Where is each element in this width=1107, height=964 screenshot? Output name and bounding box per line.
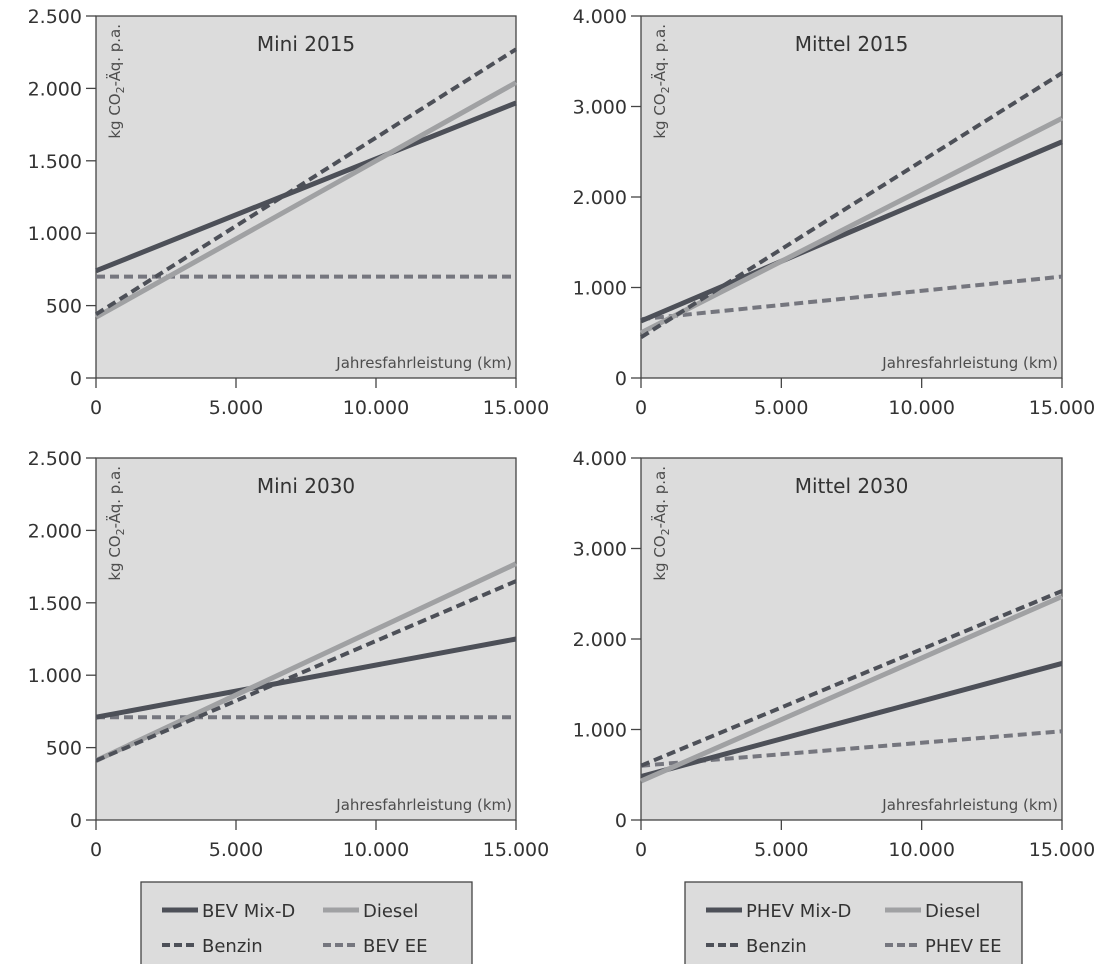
series-line-bev-mix-d [95, 636, 517, 720]
y-tick-label: 0 [615, 368, 627, 390]
y-axis-label: kg CO2-Äq. p.a. [105, 24, 127, 139]
legend-box [684, 881, 1023, 964]
series-line-benzin [640, 589, 1063, 768]
y-tick-label: 0 [615, 810, 627, 832]
x-tick-label: 5.000 [209, 839, 263, 861]
series-line-diesel [639, 594, 1064, 784]
y-tick-label: 2.000 [573, 629, 627, 651]
x-axis-label: Jahresfahrleistung (km) [335, 354, 512, 372]
plot-area [95, 15, 517, 379]
y-tick-label: 1.000 [28, 223, 82, 245]
x-tick-label: 10.000 [343, 839, 409, 861]
y-axis-label: kg CO2-Äq. p.a. [650, 466, 672, 581]
legend-label: BEV EE [363, 936, 428, 957]
plot-area [640, 15, 1063, 379]
y-tick-label: 500 [46, 738, 82, 760]
y-axis-label: kg CO2-Äq. p.a. [650, 24, 672, 139]
x-tick-label: 0 [635, 397, 647, 419]
plot-area [640, 457, 1063, 821]
x-axis-label: Jahresfahrleistung (km) [881, 796, 1058, 814]
x-tick-label: 15.000 [483, 839, 549, 861]
y-tick-label: 1.500 [28, 593, 82, 615]
x-axis-label: Jahresfahrleistung (km) [881, 354, 1058, 372]
y-tick-label: 1.000 [573, 720, 627, 742]
x-tick-label: 0 [635, 839, 647, 861]
series-line-benzin [95, 579, 517, 763]
y-tick-label: 2.000 [28, 520, 82, 542]
legend-label: Benzin [202, 936, 263, 957]
x-tick-label: 15.000 [1029, 839, 1095, 861]
y-tick-label: 500 [46, 296, 82, 318]
series-line-diesel [94, 561, 518, 763]
series-line-benzin [94, 47, 518, 316]
y-tick-label: 4.000 [573, 6, 627, 28]
series-line-phev-mix-d [640, 139, 1063, 324]
x-tick-label: 10.000 [888, 839, 954, 861]
series-line-diesel [639, 116, 1064, 336]
y-tick-label: 3.000 [573, 97, 627, 119]
series-line-bev-mix-d [95, 100, 517, 274]
panel-2: 0 1.000 2.000 3.000 4.000 0 5.000 10.000 15.000 M… [573, 6, 1096, 419]
panel-title: Mittel 2030 [795, 474, 909, 498]
x-tick-label: 0 [90, 397, 102, 419]
x-tick-label: 0 [90, 839, 102, 861]
y-tick-label: 1.000 [573, 278, 627, 300]
y-tick-label: 3.000 [573, 539, 627, 561]
y-tick-label: 1.500 [28, 151, 82, 173]
panel-3: 0 500 1.000 1.500 2.000 2.500 0 5.000 10.000 15.0… [28, 448, 550, 861]
series-line-diesel [94, 80, 518, 320]
x-tick-label: 5.000 [754, 397, 808, 419]
x-tick-label: 5.000 [209, 397, 263, 419]
panel-title: Mittel 2015 [795, 32, 909, 56]
x-tick-label: 15.000 [1029, 397, 1095, 419]
y-axis-label: kg CO2-Äq. p.a. [105, 466, 127, 581]
y-tick-label: 2.000 [28, 78, 82, 100]
panel-title: Mini 2030 [257, 474, 355, 498]
legend-1: BEV Mix-D Diesel Benzin BEV EE [140, 881, 473, 964]
legend-label: BEV Mix-D [202, 901, 295, 922]
x-tick-label: 10.000 [343, 397, 409, 419]
legend-label: PHEV EE [925, 936, 1002, 957]
y-tick-label: 2.000 [573, 187, 627, 209]
x-tick-label: 15.000 [483, 397, 549, 419]
panel-title: Mini 2015 [257, 32, 355, 56]
series-line-phev-ee [640, 274, 1063, 322]
x-tick-label: 5.000 [754, 839, 808, 861]
x-axis-label: Jahresfahrleistung (km) [335, 796, 512, 814]
y-tick-label: 2.500 [28, 448, 82, 470]
series-line-benzin [639, 71, 1064, 339]
panel-4: 0 1.000 2.000 3.000 4.000 0 5.000 10.000 15.000 M… [573, 448, 1096, 861]
y-tick-label: 0 [70, 368, 82, 390]
y-tick-label: 0 [70, 810, 82, 832]
series-line-phev-mix-d [640, 660, 1063, 780]
legend-label: Diesel [363, 901, 418, 922]
legend-2: PHEV Mix-D Diesel Benzin PHEV EE [684, 881, 1023, 964]
x-tick-label: 10.000 [888, 397, 954, 419]
y-tick-label: 1.000 [28, 665, 82, 687]
y-tick-label: 4.000 [573, 448, 627, 470]
plot-area [95, 457, 517, 821]
panel-1: 0 500 1.000 1.500 2.000 2.500 0 5.000 10.000 15.0… [28, 6, 550, 419]
y-tick-label: 2.500 [28, 6, 82, 28]
legend-label: Diesel [925, 901, 980, 922]
legend-label: Benzin [746, 936, 807, 957]
legend-label: PHEV Mix-D [746, 901, 851, 922]
legend-box [140, 881, 473, 964]
